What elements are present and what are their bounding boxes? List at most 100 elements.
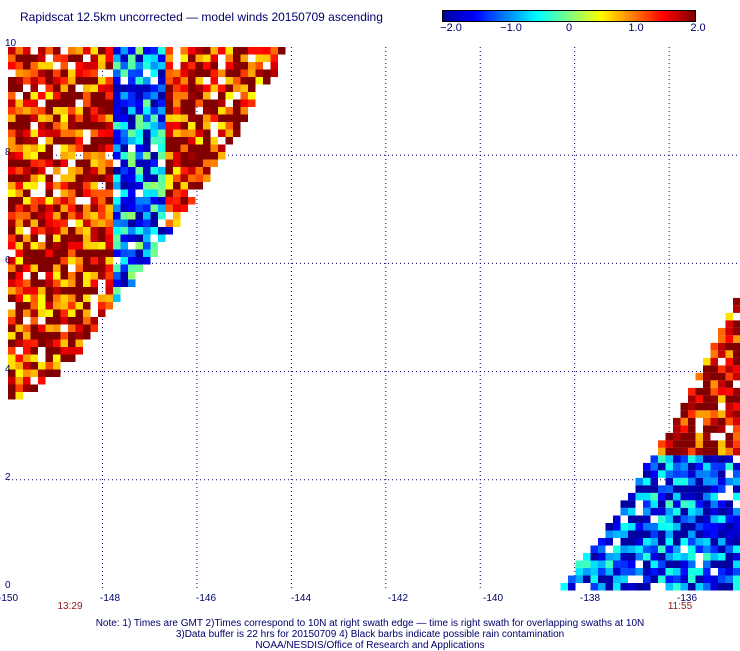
wind-cell bbox=[726, 576, 734, 584]
x-tick-label: -144 bbox=[291, 593, 311, 604]
wind-cell bbox=[158, 77, 166, 85]
wind-cell bbox=[61, 257, 69, 265]
wind-cell bbox=[113, 280, 121, 288]
wind-cell bbox=[726, 418, 734, 426]
wind-cell bbox=[46, 115, 54, 123]
wind-cell bbox=[613, 561, 621, 569]
wind-cell bbox=[158, 115, 166, 123]
wind-cell bbox=[61, 212, 69, 220]
wind-cell bbox=[91, 317, 99, 325]
wind-cell bbox=[636, 538, 644, 546]
wind-cell bbox=[83, 227, 91, 235]
swath bbox=[8, 47, 286, 400]
wind-cell bbox=[651, 561, 659, 569]
wind-cell bbox=[31, 310, 39, 318]
wind-cell bbox=[121, 137, 129, 145]
wind-cell bbox=[696, 448, 704, 456]
wind-cell bbox=[68, 47, 76, 55]
wind-cell bbox=[658, 553, 666, 561]
wind-cell bbox=[628, 508, 636, 516]
wind-cell bbox=[53, 205, 61, 213]
wind-cell bbox=[158, 190, 166, 198]
wind-cell bbox=[636, 546, 644, 554]
wind-cell bbox=[733, 343, 740, 351]
wind-cell bbox=[681, 478, 689, 486]
wind-cell bbox=[53, 130, 61, 138]
wind-cell bbox=[651, 508, 659, 516]
wind-cell bbox=[136, 250, 144, 258]
wind-cell bbox=[598, 546, 606, 554]
wind-cell bbox=[53, 235, 61, 243]
wind-cell bbox=[98, 310, 106, 318]
wind-cell bbox=[106, 295, 114, 303]
wind-cell bbox=[226, 77, 234, 85]
wind-cell bbox=[136, 265, 144, 273]
wind-cell bbox=[643, 478, 651, 486]
wind-cell bbox=[233, 55, 241, 63]
wind-cell bbox=[681, 561, 689, 569]
wind-cell bbox=[688, 568, 696, 576]
wind-cell bbox=[733, 350, 740, 358]
wind-cell bbox=[46, 242, 54, 250]
wind-cell bbox=[688, 538, 696, 546]
wind-cell bbox=[733, 365, 740, 373]
wind-cell bbox=[136, 122, 144, 130]
wind-cell bbox=[136, 257, 144, 265]
wind-cell bbox=[61, 182, 69, 190]
wind-cell bbox=[31, 212, 39, 220]
wind-cell bbox=[158, 212, 166, 220]
wind-cell bbox=[23, 92, 31, 100]
wind-cell bbox=[46, 122, 54, 130]
wind-cell bbox=[61, 235, 69, 243]
wind-cell bbox=[688, 583, 696, 591]
wind-cell bbox=[733, 546, 740, 554]
wind-cell bbox=[703, 553, 711, 561]
wind-cell bbox=[696, 538, 704, 546]
wind-cell bbox=[61, 205, 69, 213]
wind-cell bbox=[598, 576, 606, 584]
wind-cell bbox=[76, 310, 84, 318]
wind-cell bbox=[583, 576, 591, 584]
wind-cell bbox=[718, 425, 726, 433]
wind-cell bbox=[688, 463, 696, 471]
wind-cell bbox=[173, 205, 181, 213]
wind-cell bbox=[256, 62, 264, 70]
wind-cell bbox=[53, 362, 61, 370]
wind-cell bbox=[83, 310, 91, 318]
wind-cell bbox=[98, 220, 106, 228]
wind-cell bbox=[673, 425, 681, 433]
wind-cell bbox=[16, 100, 24, 108]
wind-cell bbox=[53, 340, 61, 348]
wind-cell bbox=[673, 568, 681, 576]
wind-cell bbox=[718, 516, 726, 524]
wind-cell bbox=[256, 55, 264, 63]
wind-cell bbox=[98, 265, 106, 273]
wind-cell bbox=[241, 115, 249, 123]
wind-cell bbox=[636, 478, 644, 486]
wind-cell bbox=[16, 287, 24, 295]
wind-cell bbox=[113, 205, 121, 213]
wind-cell bbox=[181, 160, 189, 168]
wind-cell bbox=[31, 295, 39, 303]
wind-cell bbox=[196, 92, 204, 100]
wind-cell bbox=[673, 508, 681, 516]
wind-cell bbox=[196, 182, 204, 190]
wind-cell bbox=[98, 212, 106, 220]
wind-cell bbox=[651, 500, 659, 508]
wind-cell bbox=[46, 347, 54, 355]
wind-cell bbox=[46, 100, 54, 108]
wind-cell bbox=[703, 516, 711, 524]
wind-cell bbox=[23, 182, 31, 190]
wind-cell bbox=[666, 553, 674, 561]
wind-cell bbox=[76, 130, 84, 138]
wind-cell bbox=[128, 107, 136, 115]
wind-cell bbox=[106, 122, 114, 130]
wind-cell bbox=[106, 62, 114, 70]
wind-cell bbox=[8, 115, 16, 123]
wind-cell bbox=[98, 190, 106, 198]
wind-cell bbox=[76, 242, 84, 250]
wind-cell bbox=[61, 317, 69, 325]
wind-cell bbox=[98, 100, 106, 108]
wind-cell bbox=[68, 130, 76, 138]
wind-cell bbox=[128, 160, 136, 168]
